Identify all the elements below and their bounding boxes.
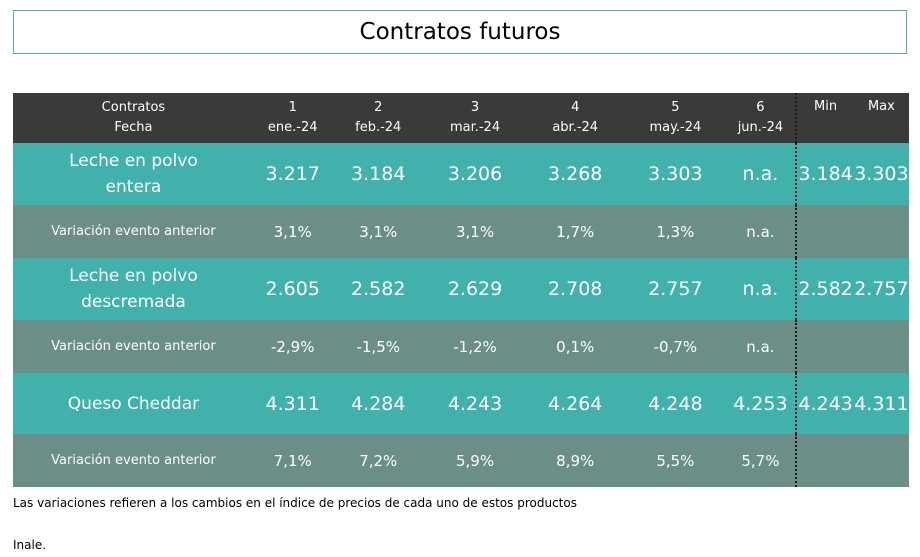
contract-date: ene.-24 — [267, 120, 318, 135]
contract-date: feb.-24 — [355, 120, 402, 135]
variation-cell: 8,9% — [525, 434, 626, 487]
variation-cell: 7,2% — [331, 434, 425, 487]
variation-cell: n.a. — [725, 320, 798, 373]
empty-cell — [853, 205, 909, 258]
variation-row: Variación evento anterior -2,9% -1,5% -1… — [13, 320, 909, 373]
price-cell: 2.605 — [253, 258, 332, 320]
contract-date: mar.-24 — [449, 120, 501, 135]
variation-cell: 5,7% — [725, 434, 798, 487]
empty-cell — [853, 320, 909, 373]
price-cell: 3.184 — [331, 143, 425, 205]
price-cell: 4.248 — [625, 373, 726, 434]
variation-cell: n.a. — [725, 205, 798, 258]
max-cell: 3.303 — [853, 143, 909, 205]
empty-cell — [796, 320, 854, 373]
contract-number: 6 — [756, 100, 765, 115]
product-name: Leche en polvo entera — [13, 143, 254, 205]
header-row: Contratos Fecha 1 ene.-24 2 feb.-24 3 mar.-… — [13, 93, 909, 143]
contract-date: jun.-24 — [737, 120, 784, 135]
min-cell: 4.243 — [796, 373, 854, 434]
price-cell: 4.311 — [253, 373, 332, 434]
product-name-line2: entera — [105, 177, 162, 197]
source-note: Inale. — [13, 538, 47, 552]
page-title: Contratos futuros — [13, 10, 907, 54]
header-contract-1: 1 ene.-24 — [253, 93, 332, 143]
header-contract-2: 2 feb.-24 — [331, 93, 425, 143]
max-cell: 4.311 — [853, 373, 909, 434]
variation-row: Variación evento anterior 7,1% 7,2% 5,9%… — [13, 434, 909, 487]
contract-number: 1 — [288, 100, 297, 115]
min-cell: 2.582 — [796, 258, 854, 320]
variation-cell: -1,5% — [331, 320, 425, 373]
header-max: Max — [853, 93, 909, 143]
price-cell: 3.206 — [424, 143, 526, 205]
header-contract-5: 5 may.-24 — [625, 93, 726, 143]
variation-cell: 1,3% — [625, 205, 726, 258]
product-name: Leche en polvo descremada — [13, 258, 254, 320]
price-cell: 2.629 — [424, 258, 526, 320]
variation-cell: 5,5% — [625, 434, 726, 487]
header-contract-4: 4 abr.-24 — [525, 93, 626, 143]
price-cell: n.a. — [725, 143, 798, 205]
variation-cell: 3,1% — [424, 205, 526, 258]
futures-table: Contratos Fecha 1 ene.-24 2 feb.-24 3 mar.-… — [13, 93, 909, 487]
variation-cell: 3,1% — [331, 205, 425, 258]
price-cell: 2.582 — [331, 258, 425, 320]
header-min: Min — [796, 93, 854, 143]
product-row: Leche en polvo entera 3.217 3.184 3.206 3… — [13, 143, 909, 205]
product-name-line1: Leche en polvo — [69, 151, 198, 171]
contract-number: 5 — [671, 100, 680, 115]
empty-cell — [796, 434, 854, 487]
contract-date: may.-24 — [649, 120, 702, 135]
empty-cell — [853, 434, 909, 487]
header-contract-6: 6 jun.-24 — [725, 93, 798, 143]
contract-number: 4 — [571, 100, 580, 115]
price-cell: 2.757 — [625, 258, 726, 320]
product-row: Queso Cheddar 4.311 4.284 4.243 4.264 4.… — [13, 373, 909, 434]
contract-number: 3 — [470, 100, 480, 115]
price-cell: n.a. — [725, 258, 798, 320]
header-contract-3: 3 mar.-24 — [424, 93, 526, 143]
price-cell: 4.284 — [331, 373, 425, 434]
variation-cell: 0,1% — [525, 320, 626, 373]
contract-number: 2 — [374, 100, 383, 115]
variation-cell: 1,7% — [525, 205, 626, 258]
price-cell: 4.243 — [424, 373, 526, 434]
variation-label: Variación evento anterior — [13, 434, 254, 487]
footnote: Las variaciones refieren a los cambios e… — [13, 496, 577, 510]
variation-cell: 3,1% — [253, 205, 332, 258]
variation-cell: -2,9% — [253, 320, 332, 373]
variation-cell: -0,7% — [625, 320, 726, 373]
empty-cell — [796, 205, 854, 258]
price-cell: 3.268 — [525, 143, 626, 205]
variation-row: Variación evento anterior 3,1% 3,1% 3,1%… — [13, 205, 909, 258]
product-name-line2: descremada — [81, 292, 186, 312]
header-label-bottom: Fecha — [114, 120, 153, 135]
variation-cell: 5,9% — [424, 434, 526, 487]
product-name-line1: Leche en polvo — [69, 266, 198, 286]
contract-date: abr.-24 — [552, 120, 599, 135]
price-cell: 3.303 — [625, 143, 726, 205]
title-text: Contratos futuros — [359, 19, 561, 45]
price-cell: 3.217 — [253, 143, 332, 205]
price-cell: 4.264 — [525, 373, 626, 434]
header-label-top: Contratos — [101, 100, 166, 115]
price-cell: 2.708 — [525, 258, 626, 320]
variation-cell: 7,1% — [253, 434, 332, 487]
product-name-line1: Queso Cheddar — [67, 393, 200, 414]
variation-label: Variación evento anterior — [13, 320, 254, 373]
variation-cell: -1,2% — [424, 320, 526, 373]
max-cell: 2.757 — [853, 258, 909, 320]
header-label-cell: Contratos Fecha — [13, 93, 254, 143]
variation-label: Variación evento anterior — [13, 205, 254, 258]
product-row: Leche en polvo descremada 2.605 2.582 2.6… — [13, 258, 909, 320]
price-cell: 4.253 — [725, 373, 798, 434]
product-name: Queso Cheddar — [13, 373, 254, 434]
min-cell: 3.184 — [796, 143, 854, 205]
